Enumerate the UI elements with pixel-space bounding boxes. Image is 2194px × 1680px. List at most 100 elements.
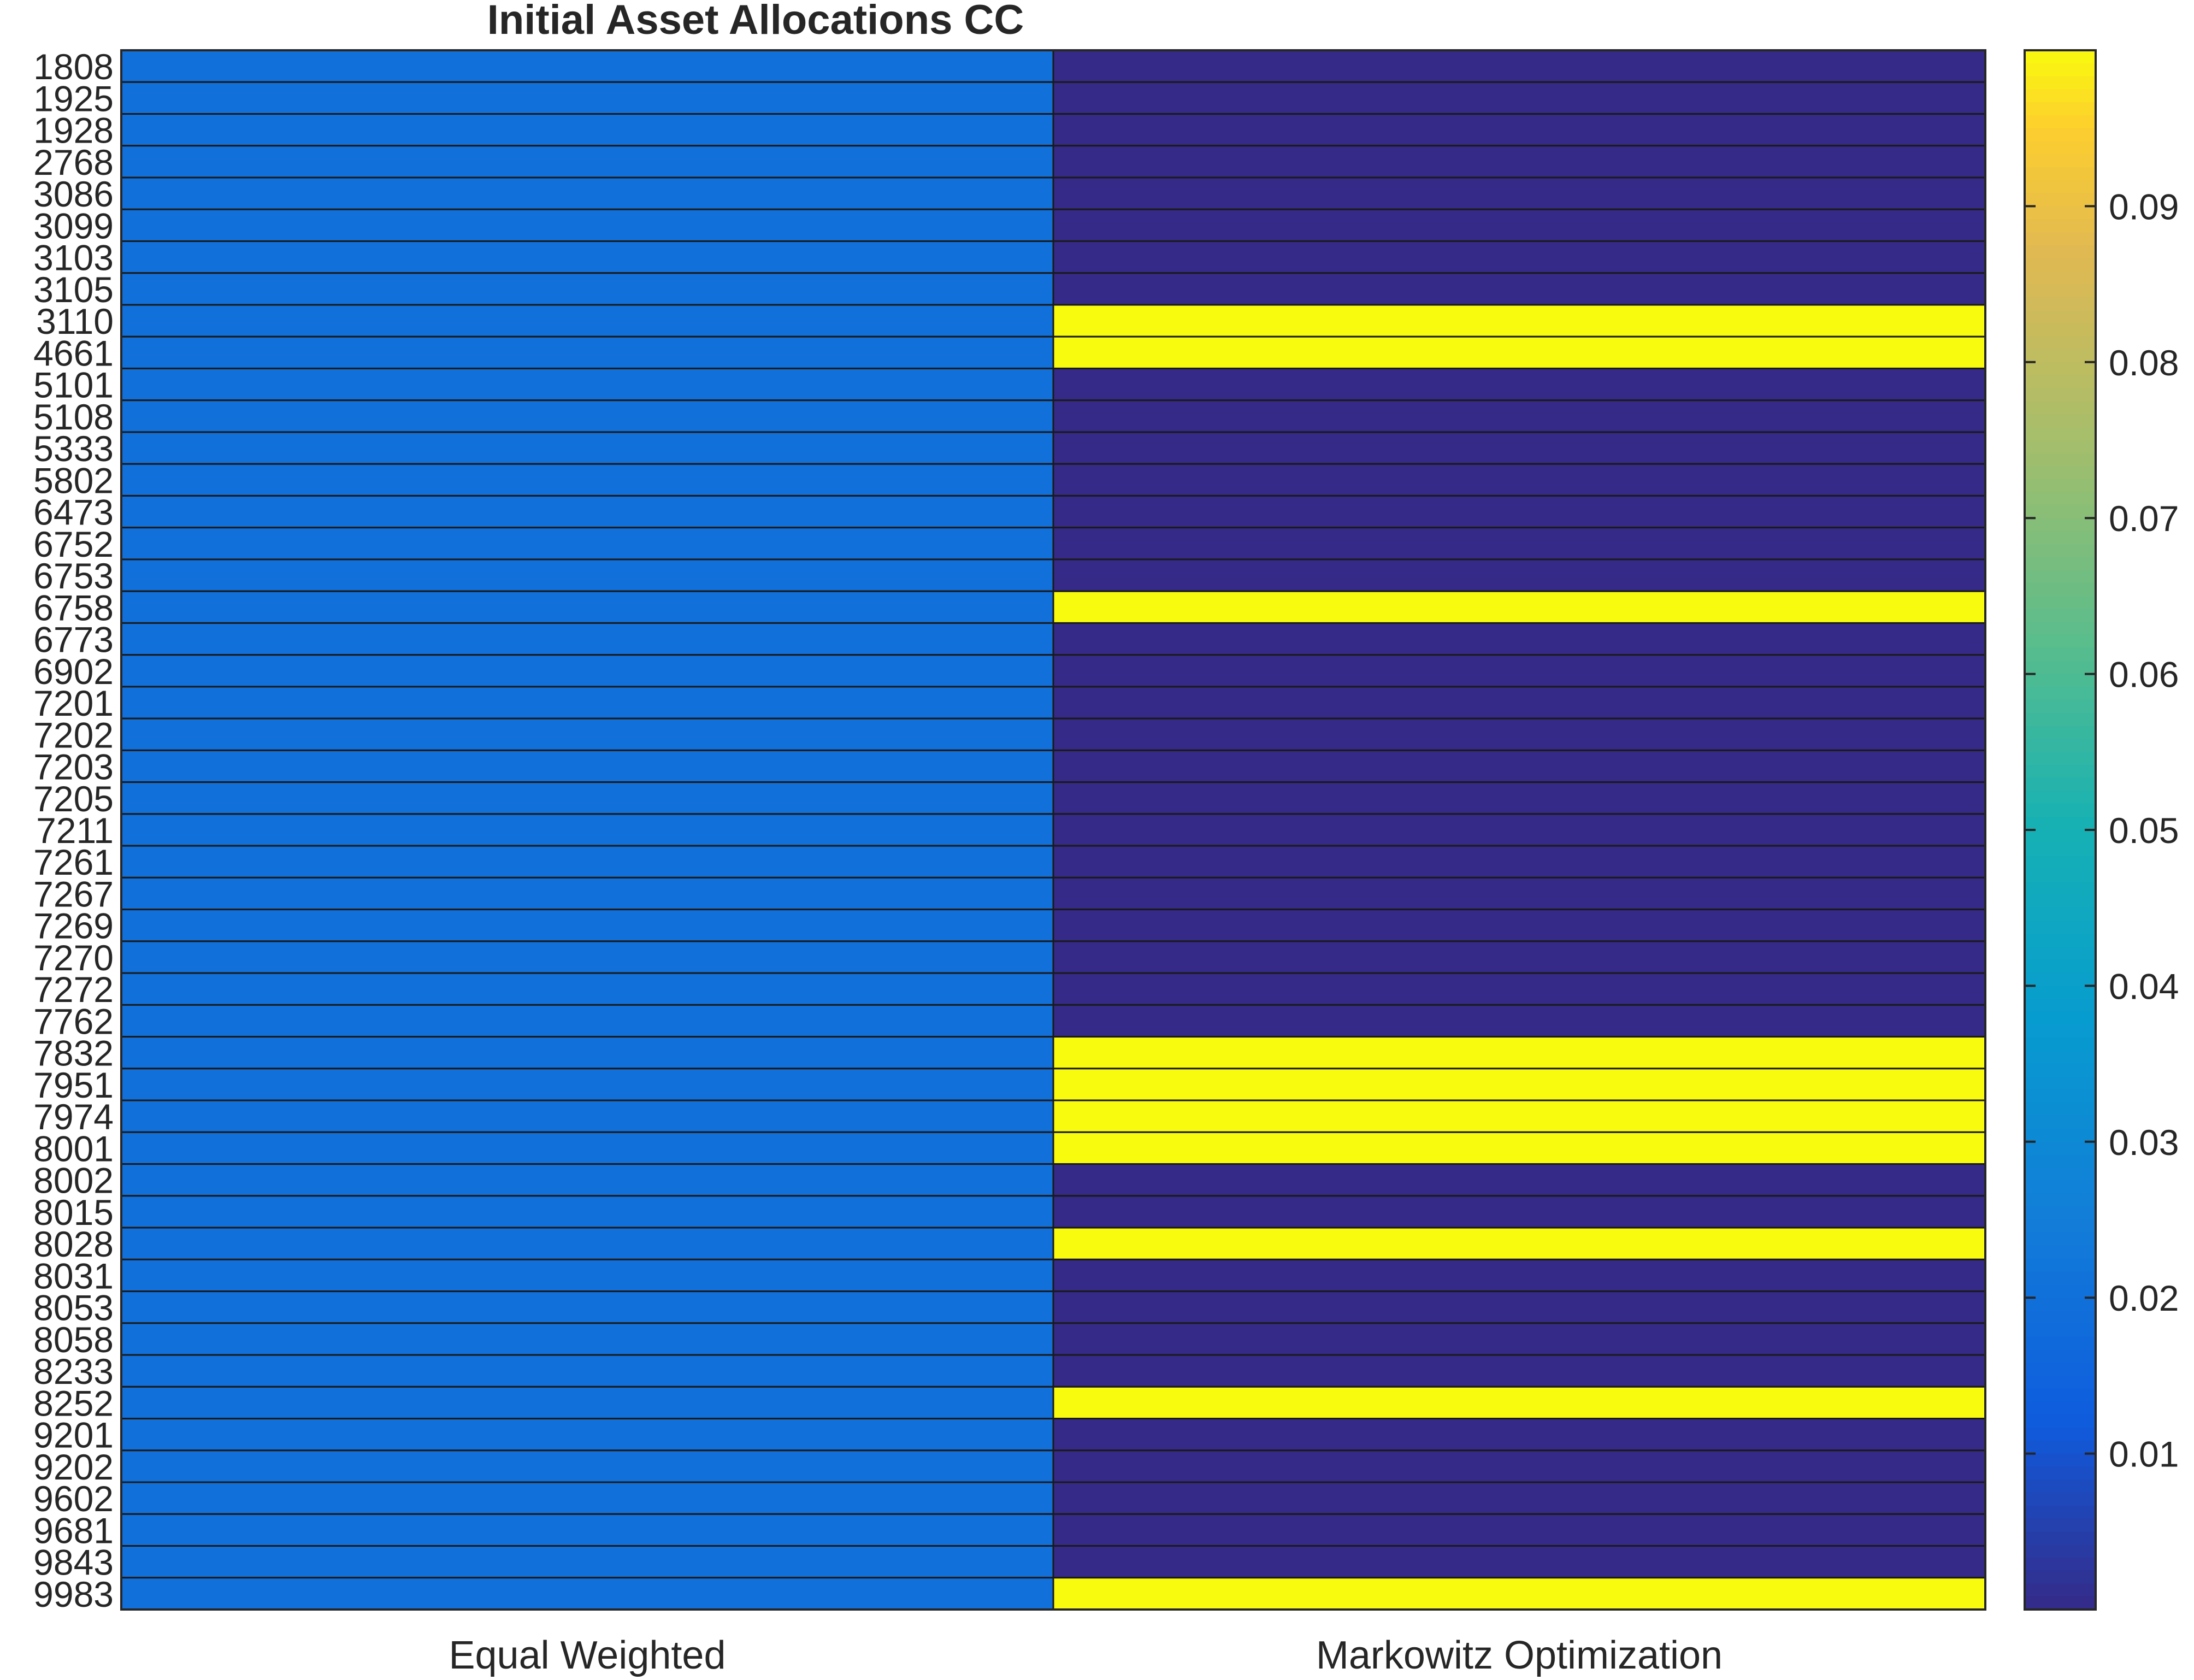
colorbar-segment — [2025, 1012, 2096, 1025]
heatmap-cell — [1053, 209, 1985, 241]
colorbar-segment — [2025, 687, 2096, 700]
colorbar-segment — [2025, 401, 2096, 415]
colorbar-segment — [2025, 1479, 2096, 1493]
colorbar-segment — [2025, 908, 2096, 922]
colorbar-segment — [2025, 856, 2096, 870]
colorbar-segment — [2025, 765, 2096, 779]
heatmap-cell — [1053, 559, 1985, 591]
colorbar-segment — [2025, 1311, 2096, 1324]
heatmap-cell — [121, 559, 1053, 591]
heatmap-cell — [121, 464, 1053, 496]
colorbar-segment — [2025, 1038, 2096, 1052]
heatmap-cell — [1053, 782, 1985, 814]
heatmap-cell — [121, 368, 1053, 400]
colorbar-segment — [2025, 1284, 2096, 1298]
heatmap-cell — [1053, 1514, 1985, 1546]
colorbar-segment — [2025, 895, 2096, 909]
heatmap-cell — [1053, 877, 1985, 909]
heatmap-cell — [1053, 623, 1985, 655]
column-label: Equal Weighted — [449, 1634, 726, 1677]
heatmap-cell — [121, 432, 1053, 464]
colorbar-segment — [2025, 89, 2096, 103]
heatmap-cell — [1053, 464, 1985, 496]
colorbar-segment — [2025, 1506, 2096, 1519]
heatmap-cell — [1053, 496, 1985, 527]
heatmap-cell — [121, 877, 1053, 909]
colorbar-segment — [2025, 1441, 2096, 1454]
colorbar-segment — [2025, 1298, 2096, 1311]
colorbar-segment — [2025, 882, 2096, 895]
colorbar-segment — [2025, 1051, 2096, 1064]
heatmap-cell — [1053, 655, 1985, 687]
colorbar-segment — [2025, 830, 2096, 844]
colorbar-segment — [2025, 128, 2096, 142]
colorbar-segment — [2025, 1129, 2096, 1142]
heatmap-cell — [1053, 1482, 1985, 1514]
heatmap-cell — [1053, 50, 1985, 82]
colorbar-segment — [2025, 921, 2096, 934]
column-labels: Equal Weighted Markowitz Optimization — [449, 1634, 1723, 1677]
colorbar-segment — [2025, 1155, 2096, 1169]
heatmap-cell — [121, 1482, 1053, 1514]
colorbar-segment — [2025, 1142, 2096, 1156]
colorbar-segment — [2025, 778, 2096, 792]
colorbar-segment — [2025, 219, 2096, 233]
colorbar-segment — [2025, 440, 2096, 454]
colorbar-segment — [2025, 232, 2096, 246]
heatmap-cell — [1053, 1100, 1985, 1132]
colorbar-tick-label: 0.03 — [2109, 1122, 2179, 1163]
chart-title: Initial Asset Allocations CC — [487, 0, 1024, 43]
colorbar-segment — [2025, 505, 2096, 518]
column-label: Markowitz Optimization — [1316, 1634, 1723, 1677]
heatmap-cell — [121, 1259, 1053, 1291]
heatmap-cell — [1053, 687, 1985, 718]
row-label: 9983 — [33, 1574, 114, 1614]
colorbar-segment — [2025, 479, 2096, 493]
colorbar-tick-label: 0.06 — [2109, 655, 2179, 695]
colorbar-segment — [2025, 50, 2096, 64]
colorbar-segment — [2025, 1558, 2096, 1571]
heatmap-cell — [1053, 910, 1985, 941]
colorbar-segment — [2025, 154, 2096, 168]
colorbar-segment — [2025, 284, 2096, 298]
heatmap-cell — [121, 1037, 1053, 1069]
colorbar-segment — [2025, 544, 2096, 558]
heatmap-cell — [1053, 750, 1985, 782]
colorbar-segment — [2025, 1168, 2096, 1181]
colorbar-segment — [2025, 1233, 2096, 1246]
colorbar-segment — [2025, 1596, 2096, 1610]
heatmap-cell — [121, 528, 1053, 559]
colorbar-segment — [2025, 609, 2096, 623]
heatmap-cell — [121, 1451, 1053, 1482]
heatmap-cell — [121, 114, 1053, 145]
heatmap-cell — [1053, 1132, 1985, 1164]
colorbar-segment — [2025, 414, 2096, 428]
colorbar-segment — [2025, 1531, 2096, 1545]
heatmap-cell — [1053, 273, 1985, 305]
colorbar-segment — [2025, 427, 2096, 441]
heatmap-cell — [121, 1355, 1053, 1387]
heatmap-cell — [121, 241, 1053, 273]
heatmap-cell — [1053, 82, 1985, 114]
heatmap-cells — [121, 50, 1985, 1610]
colorbar-segment — [2025, 180, 2096, 194]
heatmap-cell — [1053, 400, 1985, 432]
colorbar-segment — [2025, 804, 2096, 817]
colorbar-segment — [2025, 206, 2096, 220]
colorbar-segment — [2025, 297, 2096, 311]
colorbar-segment — [2025, 453, 2096, 467]
colorbar-segment — [2025, 843, 2096, 857]
heatmap-cell — [121, 1323, 1053, 1355]
colorbar-segment — [2025, 1337, 2096, 1351]
heatmap-cell — [1053, 368, 1985, 400]
heatmap-cell — [121, 1546, 1053, 1578]
colorbar-segment — [2025, 1414, 2096, 1428]
heatmap-cell — [1053, 941, 1985, 973]
heatmap-cell — [1053, 1355, 1985, 1387]
colorbar-segment — [2025, 167, 2096, 181]
heatmap-cell — [121, 1292, 1053, 1323]
heatmap-cell — [121, 1005, 1053, 1036]
heatmap-cell — [121, 1069, 1053, 1100]
colorbar-segment — [2025, 596, 2096, 610]
